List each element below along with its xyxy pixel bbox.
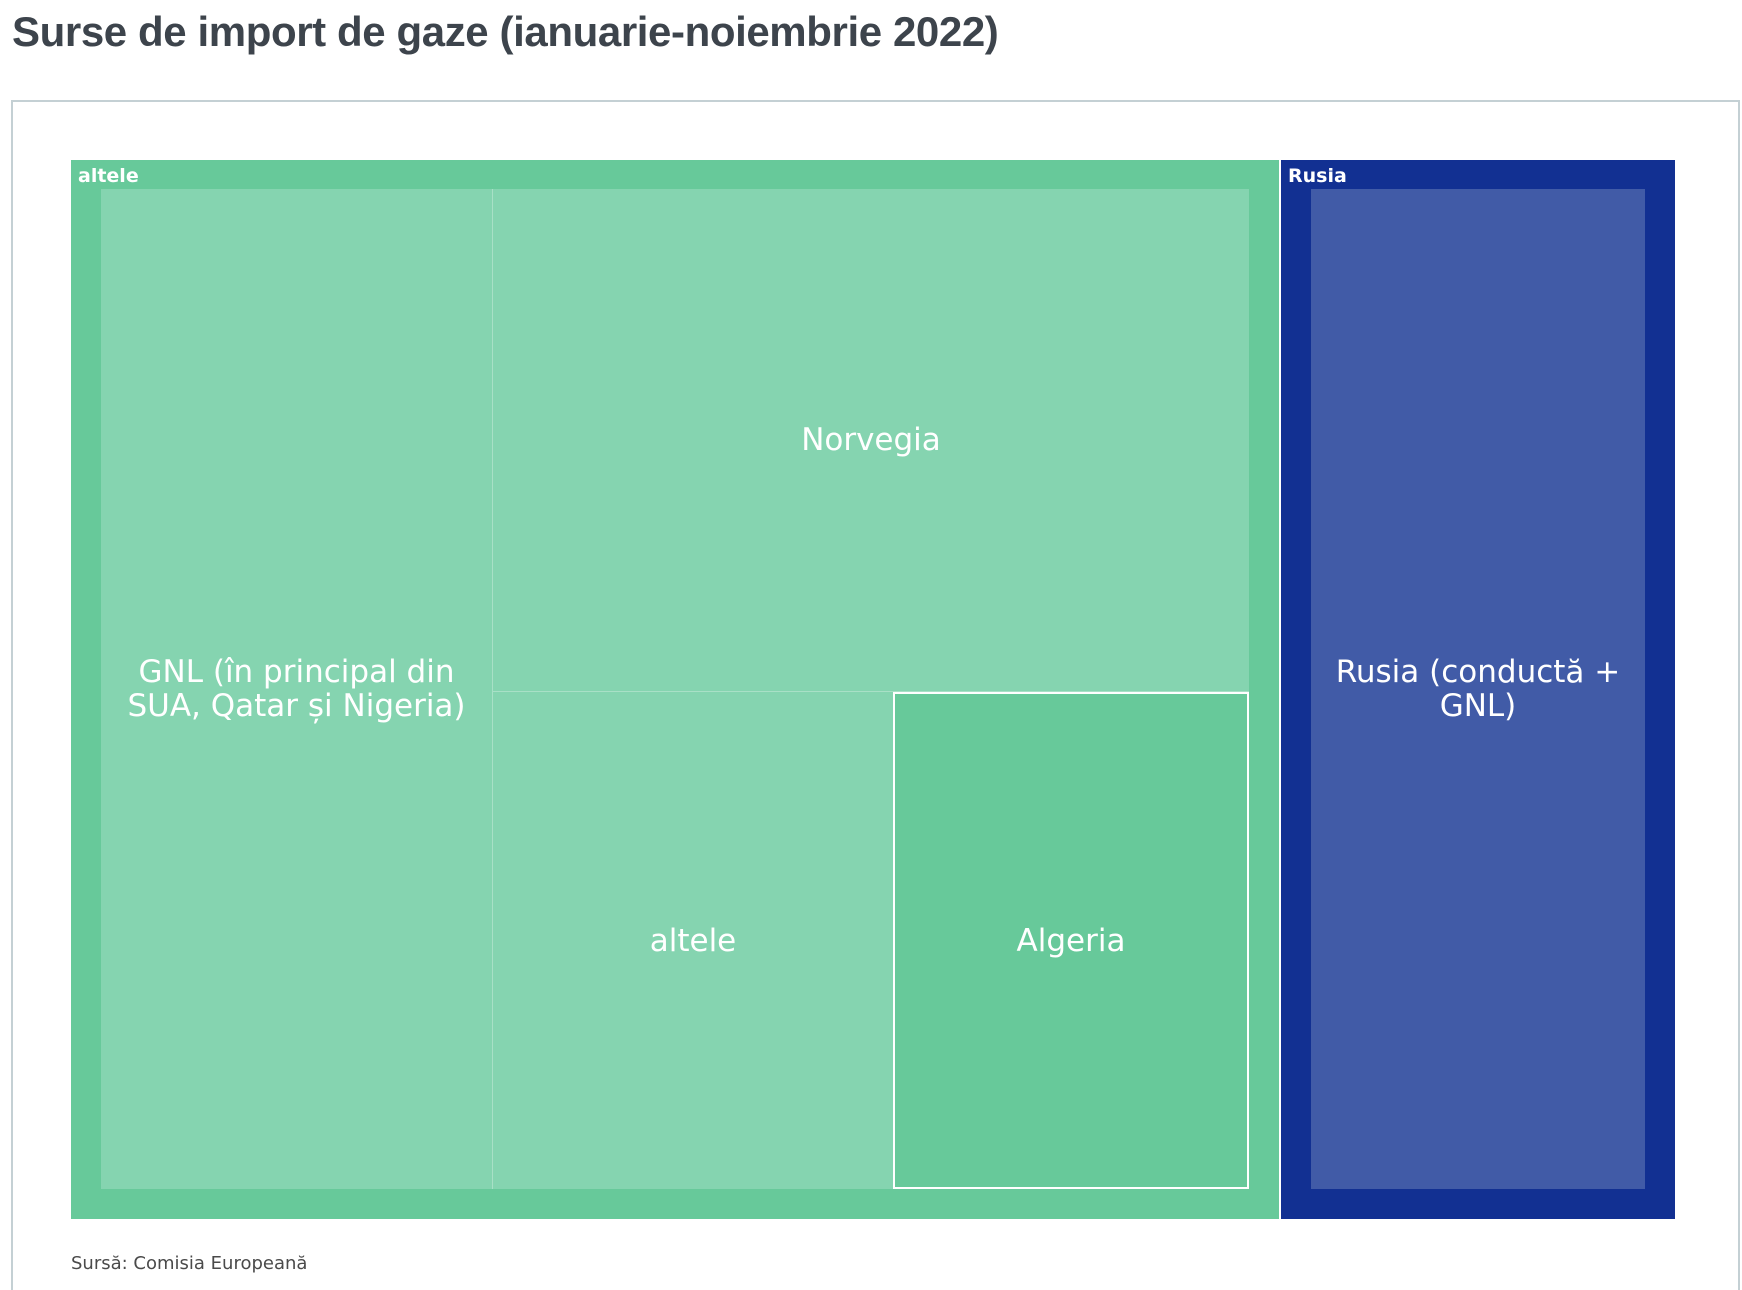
source-note: Sursă: Comisia Europeană <box>71 1253 308 1274</box>
tile-label-rusia: Rusia (conductă + GNL) <box>1335 654 1621 724</box>
tile-label-gnl: GNL (în principal din SUA, Qatar și Nige… <box>127 654 466 724</box>
tile-label-norvegia: Norvegia <box>801 422 941 458</box>
group-label-altele: altele <box>78 165 139 187</box>
treemap-tile-gnl[interactable]: GNL (în principal din SUA, Qatar și Nige… <box>101 189 493 1189</box>
treemap-tile-altele[interactable]: altele <box>493 692 893 1189</box>
tile-label-altele: altele <box>649 922 737 959</box>
tile-label-algeria: Algeria <box>1016 922 1126 959</box>
chart-title: Surse de import de gaze (ianuarie-noiemb… <box>12 8 999 55</box>
treemap-tile-norvegia[interactable]: Norvegia <box>493 189 1249 692</box>
treemap-tile-algeria[interactable]: Algeria <box>893 692 1249 1189</box>
group-label-rusia: Rusia <box>1288 165 1347 187</box>
treemap-tile-rusia[interactable]: Rusia (conductă + GNL) <box>1311 189 1645 1189</box>
